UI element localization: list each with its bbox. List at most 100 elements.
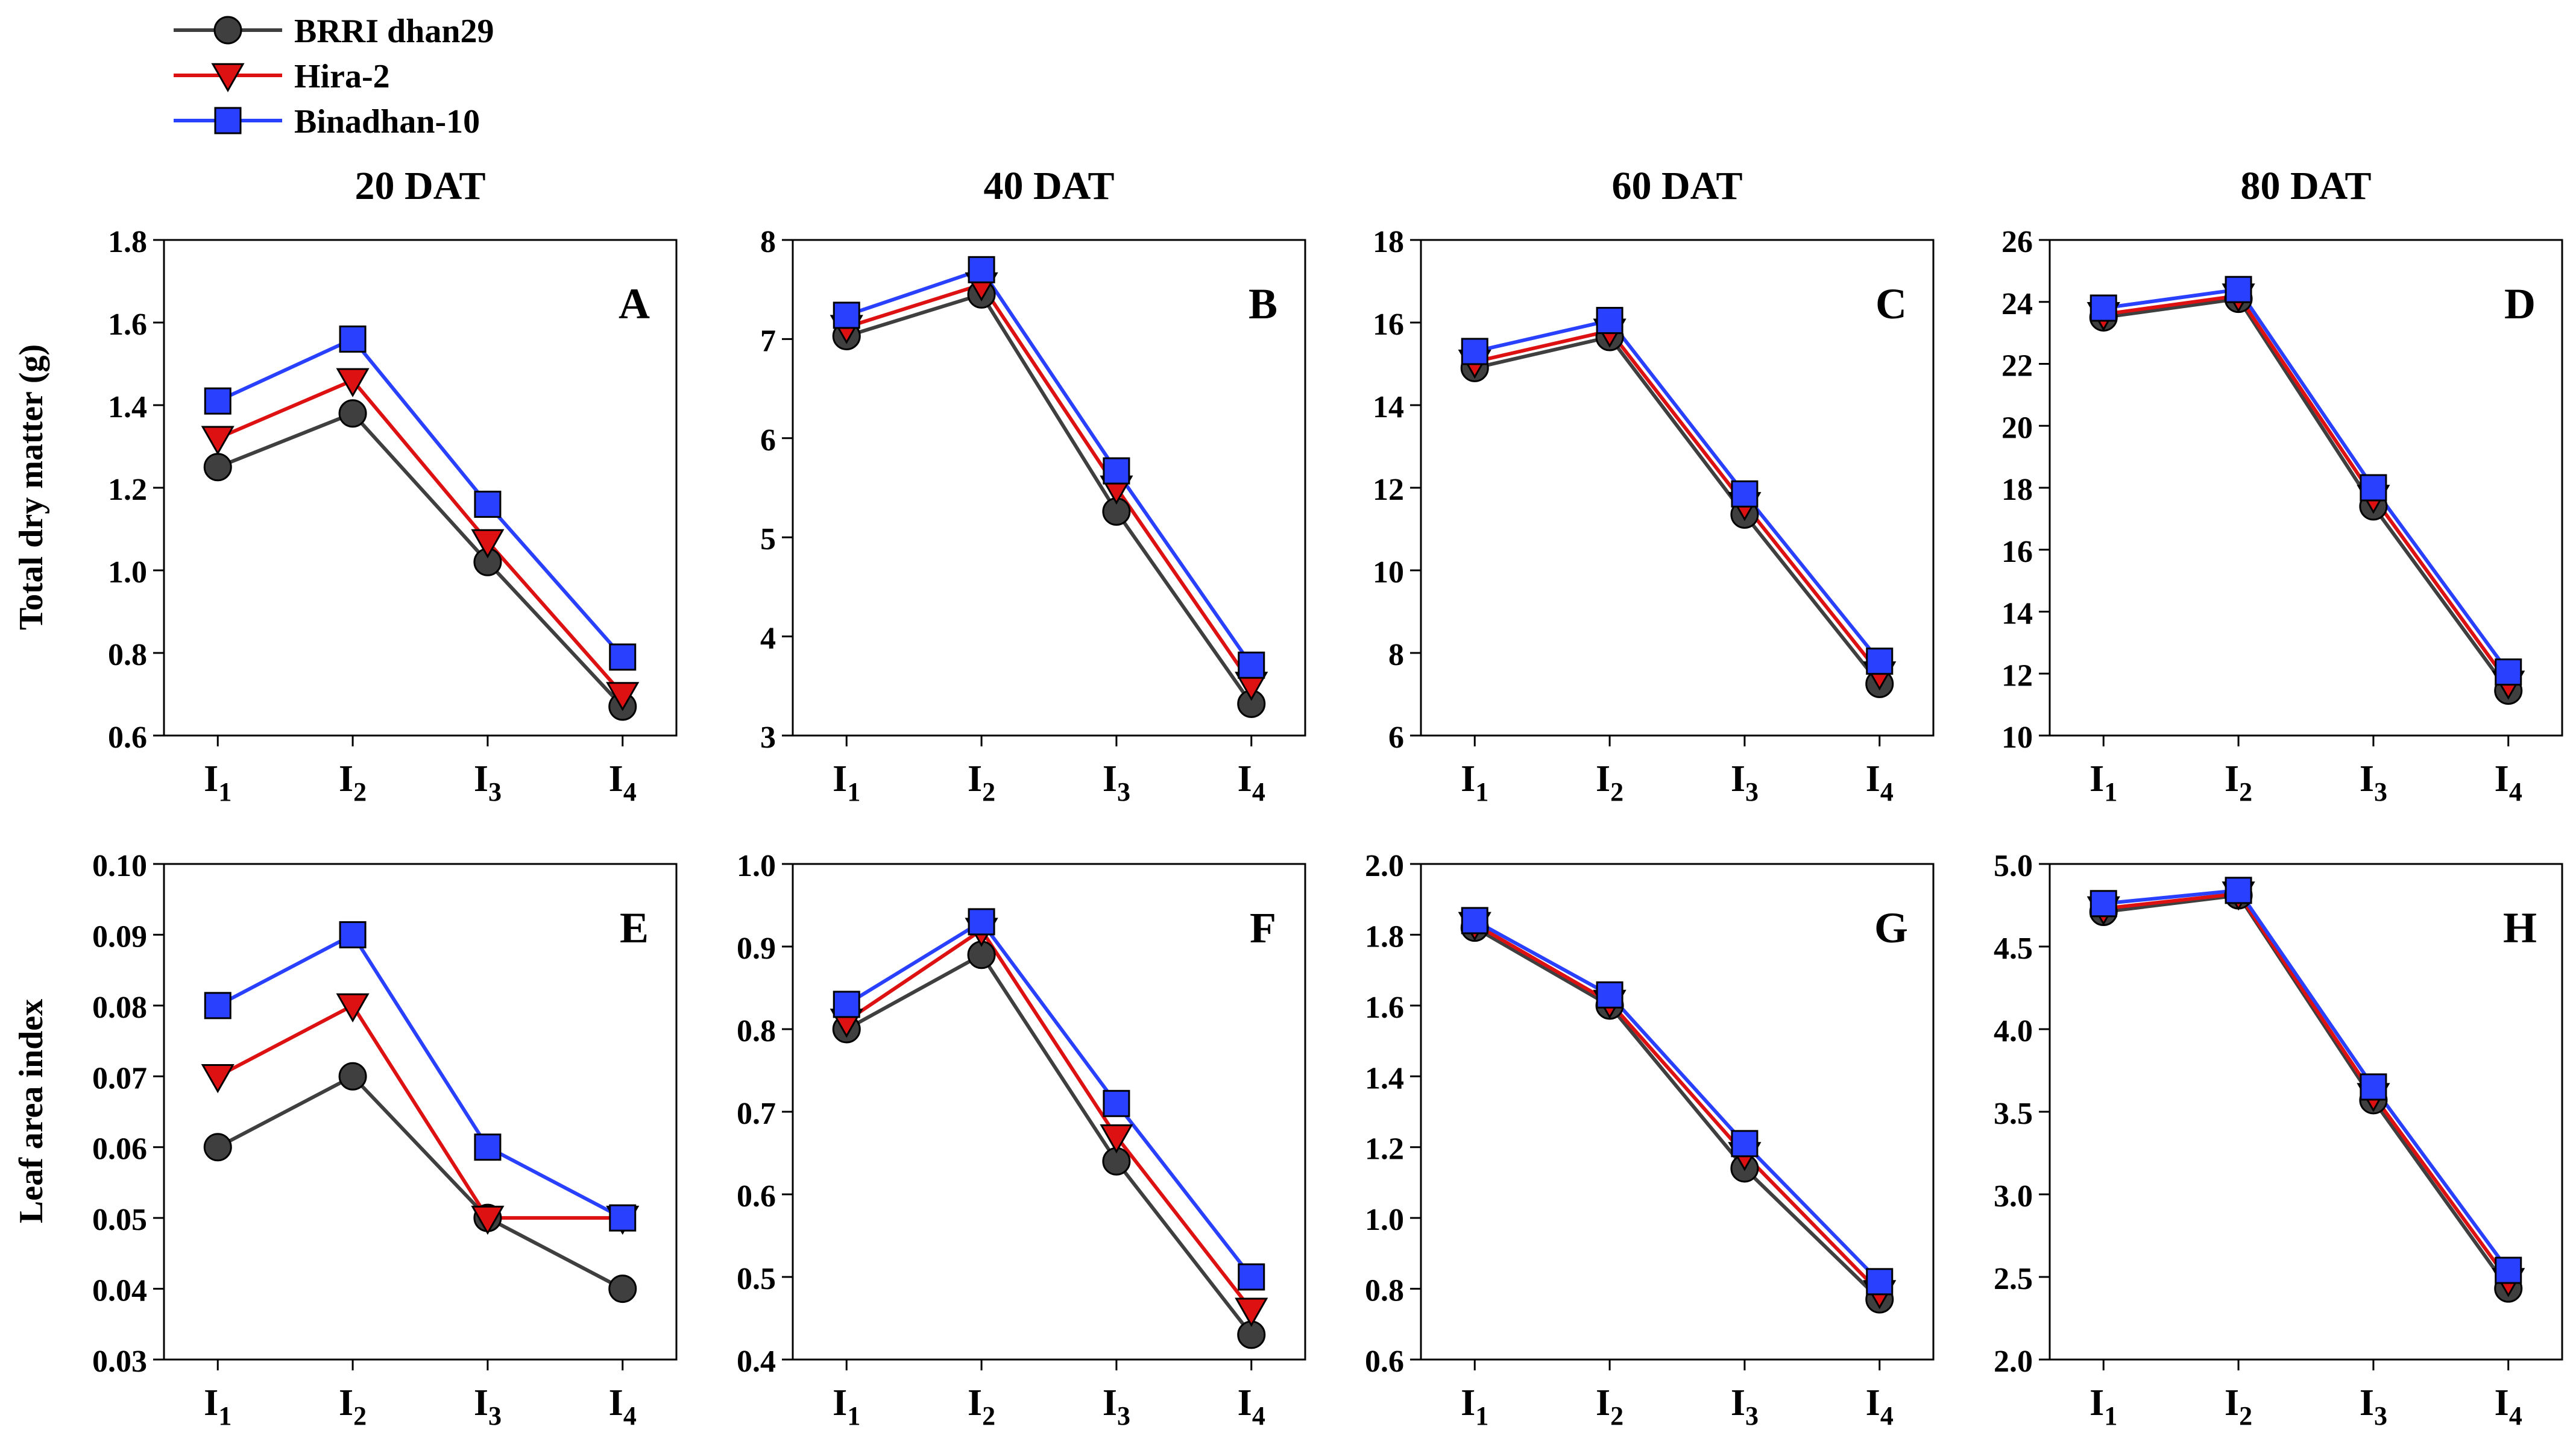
data-point xyxy=(203,1133,232,1162)
series-line xyxy=(216,932,624,1220)
data-point xyxy=(338,1062,367,1091)
y-tick-label: 2.0 xyxy=(1994,1344,2033,1379)
y-tick-label: 1.2 xyxy=(108,473,147,507)
y-tick-label: 22 xyxy=(2001,349,2033,383)
panel-D: 10 12 14 16 18 20 22 24 26 I1 I2 I3 I4 D xyxy=(2001,225,2563,807)
x-tick-label: I4 xyxy=(609,758,637,807)
x-tick-label: I4 xyxy=(2495,758,2522,807)
data-point xyxy=(1103,1089,1130,1117)
series-line xyxy=(2103,294,2510,684)
x-tick-label: I1 xyxy=(2089,758,2117,807)
series-line xyxy=(846,267,1253,666)
data-point xyxy=(2089,890,2117,918)
panel-A: 0.6 0.8 1.0 1.2 1.4 1.6 1.8 I1 I2 I3 I4 A xyxy=(108,225,678,807)
legend-label: Hira-2 xyxy=(294,58,390,95)
row-ylabel: Leaf area index xyxy=(13,999,50,1223)
x-tick-label: I3 xyxy=(1731,1382,1759,1431)
series-line xyxy=(1473,919,1881,1283)
x-tick-label: I1 xyxy=(204,758,231,807)
data-point xyxy=(1235,1297,1268,1327)
y-tick-label: 0.8 xyxy=(108,638,147,672)
data-point xyxy=(968,908,995,936)
series-line xyxy=(217,411,624,708)
x-tick-label: I4 xyxy=(2495,1382,2522,1431)
data-point xyxy=(2225,877,2252,904)
y-tick-label: 1.6 xyxy=(1365,991,1404,1025)
y-tick-label: 18 xyxy=(2001,473,2033,507)
panel-C: 6 8 10 12 14 16 18 I1 I2 I3 I4 C xyxy=(1373,225,1935,807)
y-tick-label: 16 xyxy=(1373,307,1404,342)
x-tick-label: I4 xyxy=(1238,1382,1265,1431)
y-tick-label: 6 xyxy=(1388,720,1404,755)
y-tick-label: 26 xyxy=(2001,225,2033,259)
y-tick-label: 0.05 xyxy=(92,1203,147,1237)
series-line xyxy=(845,952,1253,1336)
data-point xyxy=(471,529,505,559)
data-point xyxy=(204,387,231,415)
legend-marker xyxy=(213,16,242,45)
plot-frame xyxy=(792,863,1306,1361)
y-tick-label: 12 xyxy=(2001,658,2033,693)
data-point xyxy=(1100,1124,1133,1154)
data-point xyxy=(2495,1256,2522,1284)
y-tick-label: 20 xyxy=(2001,411,2033,445)
y-tick-label: 10 xyxy=(1373,555,1404,590)
y-tick-label: 0.04 xyxy=(92,1274,147,1308)
y-tick-label: 8 xyxy=(760,225,776,259)
legend: BRRI dhan29 Hira-2 Binadhan-10 xyxy=(174,13,494,140)
legend-item: Binadhan-10 xyxy=(174,103,480,140)
series-line xyxy=(2103,297,2510,692)
y-tick-label: 0.8 xyxy=(1365,1274,1404,1308)
y-tick-label: 0.10 xyxy=(92,849,147,883)
data-point xyxy=(609,643,637,671)
y-tick-label: 4 xyxy=(760,622,776,656)
y-tick-label: 0.7 xyxy=(737,1097,776,1131)
x-tick-label: I3 xyxy=(2360,1382,2387,1431)
plot-frame xyxy=(1420,239,1935,737)
legend-label: Binadhan-10 xyxy=(294,103,480,140)
x-tick-label: I3 xyxy=(1103,758,1130,807)
y-tick-label: 0.4 xyxy=(737,1344,776,1379)
y-tick-label: 3.0 xyxy=(1994,1179,2033,1214)
x-tick-label: I4 xyxy=(609,1382,637,1431)
data-point xyxy=(474,1133,502,1161)
x-tick-label: I2 xyxy=(1596,1382,1623,1431)
data-point xyxy=(1596,307,1623,335)
data-point xyxy=(1866,1268,1894,1296)
plot-frame xyxy=(1420,863,1935,1361)
legend-marker xyxy=(214,107,242,134)
y-tick-label: 1.4 xyxy=(108,390,147,424)
series-line xyxy=(846,292,1253,705)
data-point xyxy=(2225,276,2252,303)
y-tick-label: 3.5 xyxy=(1994,1097,2033,1131)
y-tick-label: 2.0 xyxy=(1365,849,1404,883)
series-line xyxy=(1474,329,1882,675)
data-point xyxy=(606,682,640,711)
y-tick-label: 8 xyxy=(1388,638,1404,672)
data-point xyxy=(609,1204,637,1232)
series-line xyxy=(1473,922,1881,1294)
y-tick-label: 0.08 xyxy=(92,991,147,1025)
y-tick-label: 0.5 xyxy=(737,1262,776,1296)
data-point xyxy=(338,399,367,428)
panel-F: 0.4 0.5 0.6 0.7 0.8 0.9 1.0 I1 I2 I3 I4 F xyxy=(737,849,1306,1431)
y-tick-label: 1.0 xyxy=(108,555,147,590)
y-tick-label: 5 xyxy=(760,522,776,556)
data-point xyxy=(1866,648,1894,675)
panel-letter: E xyxy=(620,904,649,952)
data-point xyxy=(1238,651,1265,679)
column-title: 40 DAT xyxy=(984,164,1115,208)
x-tick-label: I2 xyxy=(968,1382,995,1431)
data-point xyxy=(608,1275,637,1303)
y-tick-label: 1.4 xyxy=(1365,1061,1404,1095)
y-tick-label: 0.9 xyxy=(737,931,776,966)
x-tick-label: I3 xyxy=(474,758,502,807)
data-point xyxy=(474,490,502,518)
series-line xyxy=(2103,892,2510,1282)
y-tick-label: 1.2 xyxy=(1365,1132,1404,1167)
y-tick-label: 1.8 xyxy=(108,225,147,259)
data-point xyxy=(1461,338,1488,365)
panel-letter: A xyxy=(619,280,650,328)
data-point xyxy=(968,256,995,283)
